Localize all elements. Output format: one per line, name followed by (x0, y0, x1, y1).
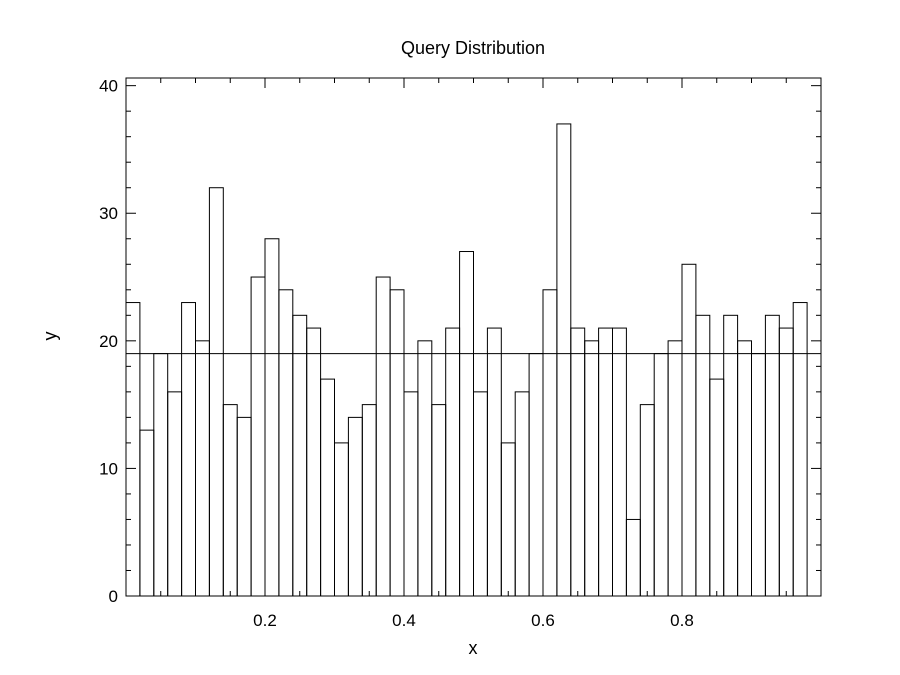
tick-labels-group: 0.2 0.4 0.6 0.8 0 10 20 30 40 (99, 77, 694, 630)
x-axis-label: x (469, 638, 478, 658)
bar (264, 238, 280, 597)
bar (250, 276, 266, 597)
bar (320, 378, 336, 597)
bar (625, 518, 641, 597)
x-tick-label: 0.2 (253, 611, 277, 630)
bar (375, 276, 391, 597)
bar (723, 314, 739, 597)
bar (347, 416, 363, 597)
chart-title: Query Distribution (401, 38, 545, 58)
ticks-group (126, 78, 821, 597)
bar (403, 391, 419, 597)
bar (445, 327, 461, 597)
x-tick-label: 0.8 (670, 611, 694, 630)
bar (153, 353, 169, 597)
bar (500, 442, 516, 597)
bar (236, 416, 252, 597)
bar (528, 353, 544, 597)
bar (695, 314, 711, 597)
bar (334, 442, 349, 597)
bar (208, 187, 224, 597)
bar (222, 404, 238, 597)
bar (542, 289, 558, 597)
bar (612, 327, 627, 597)
bar (167, 391, 183, 597)
x-tick-label: 0.4 (392, 611, 416, 630)
bar (278, 289, 294, 597)
bar (361, 404, 377, 597)
bar (639, 404, 655, 597)
bar (417, 340, 433, 597)
y-tick-label: 20 (99, 332, 118, 351)
y-tick-label: 0 (109, 587, 118, 606)
plot-frame (125, 77, 822, 597)
bar (389, 289, 405, 597)
bar (514, 391, 530, 597)
bar (598, 327, 613, 597)
bar (778, 327, 794, 597)
bar (681, 263, 697, 597)
x-tick-label: 0.6 (531, 611, 555, 630)
bar (292, 314, 308, 597)
bar (181, 302, 197, 597)
bar (584, 340, 600, 597)
y-axis-label: y (40, 332, 60, 341)
bar (459, 251, 475, 597)
bar (751, 353, 766, 597)
bar (667, 340, 683, 597)
bar (737, 340, 752, 597)
bar (139, 429, 155, 597)
y-tick-label: 10 (99, 459, 118, 478)
bar (764, 314, 780, 597)
bars-group (125, 123, 808, 597)
y-tick-label: 40 (99, 77, 118, 96)
bar (556, 123, 572, 597)
bar (125, 302, 141, 597)
bar (473, 391, 488, 597)
bar (195, 340, 210, 597)
bar (486, 327, 502, 597)
bar (709, 378, 725, 597)
y-tick-label: 30 (99, 204, 118, 223)
bar (570, 327, 586, 597)
bar (792, 302, 808, 597)
bar (431, 404, 447, 597)
bar (653, 353, 669, 597)
bar (306, 327, 322, 597)
